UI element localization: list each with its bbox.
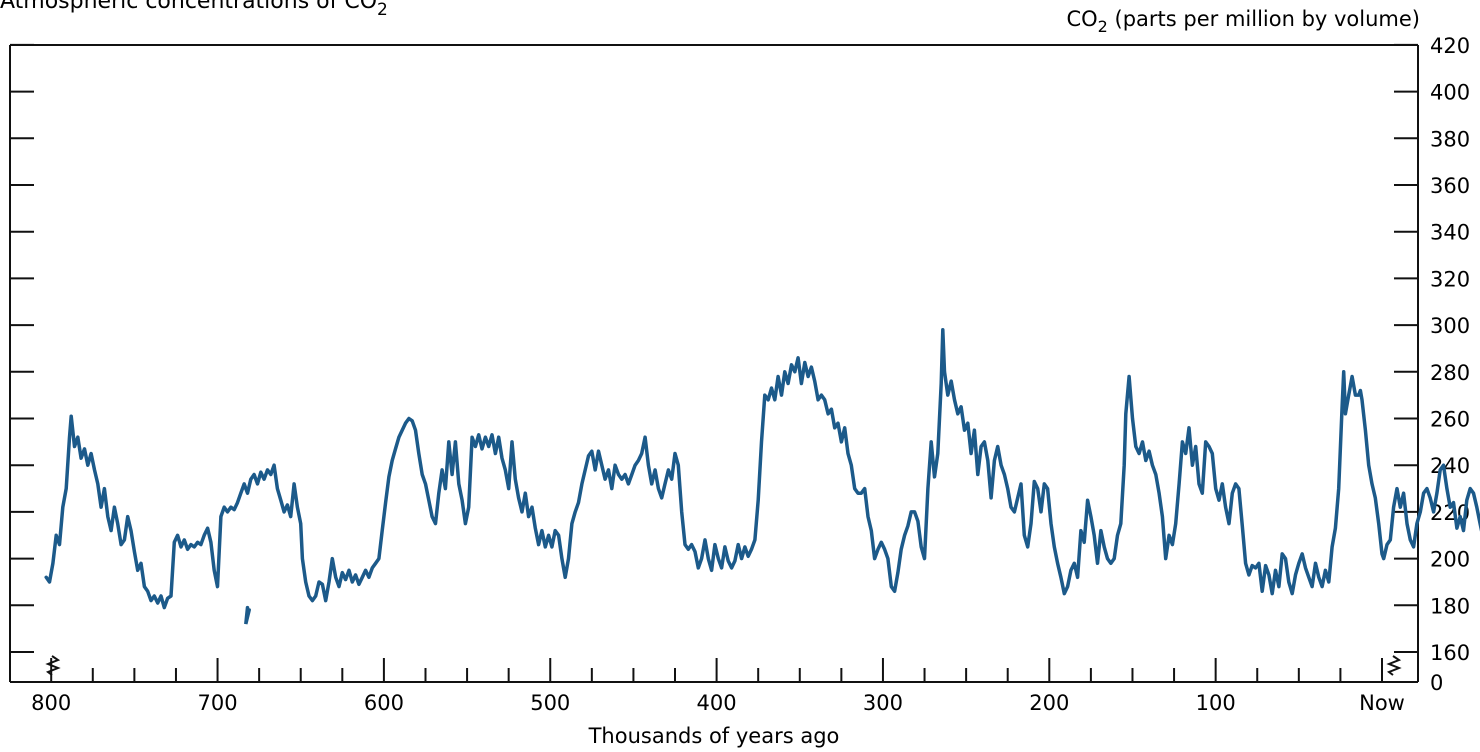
y-tick-label: 200 <box>1430 548 1470 572</box>
y-tick-label: 300 <box>1430 314 1470 338</box>
series-group <box>44 328 1480 625</box>
y-tick-label: 360 <box>1430 174 1470 198</box>
x-tick-label: 300 <box>863 691 903 715</box>
y-tick-label: 180 <box>1430 594 1470 618</box>
co2-series-line <box>44 328 1480 610</box>
x-tick-label: 700 <box>198 691 238 715</box>
axis-breaks <box>45 655 1402 676</box>
y-tick-label: 400 <box>1430 81 1470 105</box>
x-axis: 800 700 600 500 400 300 200 100 Now <box>31 658 1405 715</box>
y-tick-label: 380 <box>1430 127 1470 151</box>
y-tick-label: 0 <box>1430 671 1443 695</box>
x-tick-label: 200 <box>1029 691 1069 715</box>
y-tick-label: 160 <box>1430 641 1470 665</box>
x-axis-label: Thousands of years ago <box>588 724 840 748</box>
co2-series-fragment <box>244 605 251 625</box>
y-tick-label: 320 <box>1430 267 1470 291</box>
y-tick-label: 340 <box>1430 221 1470 245</box>
x-tick-label: 600 <box>364 691 404 715</box>
x-tick-label: 500 <box>530 691 570 715</box>
y-axis-label: CO2 (parts per million by volume) <box>1066 7 1420 36</box>
y-axis-break-right <box>1386 655 1402 676</box>
chart-title: Atmospheric concentrations of CO2 <box>0 0 388 20</box>
y-tick-label: 420 <box>1430 34 1470 58</box>
x-tick-label: Now <box>1359 691 1405 715</box>
x-tick-label: 100 <box>1196 691 1236 715</box>
x-tick-label: 400 <box>697 691 737 715</box>
x-tick-label: 800 <box>31 691 71 715</box>
y-tick-label: 260 <box>1430 408 1470 432</box>
y-tick-label: 280 <box>1430 361 1470 385</box>
y-axis: 4204003803603403203002802602402202001801… <box>10 34 1470 695</box>
y-tick-label: 240 <box>1430 454 1470 478</box>
plot-frame <box>9 44 1419 683</box>
x-axis-break-left <box>45 655 61 676</box>
